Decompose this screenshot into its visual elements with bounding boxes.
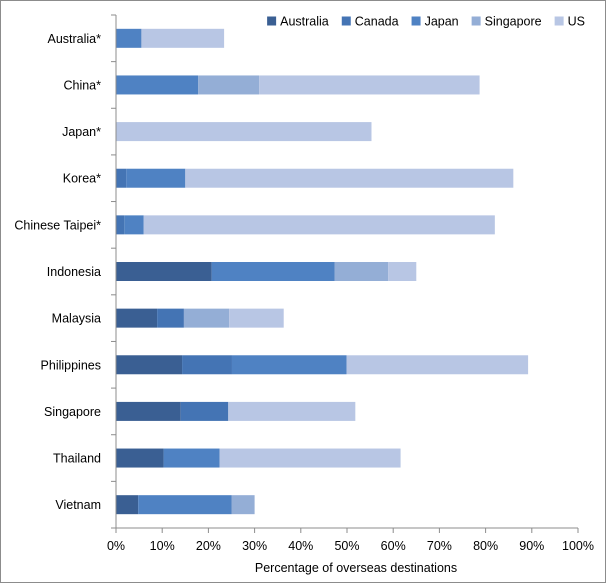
- bar-philippines-japan: [231, 355, 347, 375]
- y-tick-label-malaysia: Malaysia: [52, 312, 101, 326]
- bar-chinese-taipei-canada: [116, 215, 125, 235]
- legend-item-australia: Australia: [267, 15, 329, 29]
- legend-swatch: [341, 16, 351, 26]
- y-tick-label-singapore: Singapore: [44, 405, 101, 419]
- y-tick-label-philippines: Philippines: [41, 358, 101, 372]
- y-tick-label-japan: Japan*: [62, 125, 101, 139]
- x-tick-label: 0%: [107, 539, 125, 553]
- x-tick-label: 70%: [427, 539, 452, 553]
- bar-thailand-japan: [163, 448, 220, 468]
- bar-philippines-australia: [116, 355, 183, 375]
- y-tick-label-china: China*: [63, 78, 101, 92]
- x-tick-label: 50%: [334, 539, 359, 553]
- legend-swatch: [554, 16, 564, 26]
- bar-philippines-canada: [182, 355, 232, 375]
- x-tick-label: 80%: [473, 539, 498, 553]
- x-tick-label: 90%: [519, 539, 544, 553]
- bar-philippines-us: [346, 355, 529, 375]
- bar-china-singapore: [198, 75, 260, 95]
- legend-swatch: [267, 16, 277, 26]
- x-tick-label: 60%: [381, 539, 406, 553]
- x-tick-label: 30%: [242, 539, 267, 553]
- bars: [116, 28, 529, 515]
- bar-thailand-us: [219, 448, 401, 468]
- bar-australia-japan: [116, 28, 142, 48]
- x-tick-label: 40%: [288, 539, 313, 553]
- y-tick-label-korea: Korea*: [63, 172, 101, 186]
- y-tick-label-thailand: Thailand: [53, 452, 101, 466]
- bar-singapore-canada: [180, 401, 229, 421]
- bar-malaysia-singapore: [183, 308, 230, 328]
- y-tick-label-chinese-taipei: Chinese Taipei*: [14, 218, 101, 232]
- bar-malaysia-us: [229, 308, 284, 328]
- x-axis-label: Percentage of overseas destinations: [255, 561, 457, 575]
- legend-item-singapore: Singapore: [471, 15, 542, 29]
- legend-label: Australia: [280, 15, 329, 29]
- bar-thailand-australia: [116, 448, 164, 468]
- bar-chinese-taipei-japan: [124, 215, 144, 235]
- bar-japan-us: [116, 122, 372, 142]
- bar-vietnam-australia: [116, 495, 139, 515]
- bar-australia-us: [141, 28, 225, 48]
- legend-swatch: [471, 16, 481, 26]
- bar-vietnam-singapore: [231, 495, 255, 515]
- legend-item-us: US: [554, 15, 585, 29]
- y-tick-label-vietnam: Vietnam: [55, 498, 101, 512]
- x-tick-label: 100%: [562, 539, 594, 553]
- legend-label: Japan: [425, 15, 459, 29]
- legend-label: Singapore: [485, 15, 542, 29]
- bar-vietnam-japan: [138, 495, 232, 515]
- bar-indonesia-singapore: [334, 262, 389, 281]
- bar-korea-us: [185, 168, 514, 188]
- bar-indonesia-us: [388, 262, 417, 281]
- bar-korea-japan: [126, 168, 186, 188]
- x-tick-label: 10%: [150, 539, 175, 553]
- bar-malaysia-australia: [116, 308, 158, 328]
- bar-singapore-australia: [116, 401, 181, 421]
- legend: Australia Canada Japan Singapore US: [267, 15, 585, 29]
- bar-malaysia-canada: [157, 308, 184, 328]
- bar-singapore-us: [228, 401, 356, 421]
- bar-china-japan: [116, 75, 199, 95]
- y-tick-label-australia: Australia*: [48, 32, 102, 46]
- bar-indonesia-australia: [116, 262, 212, 281]
- bar-korea-canada: [116, 168, 127, 188]
- legend-swatch: [411, 16, 421, 26]
- legend-label: Canada: [355, 15, 399, 29]
- legend-item-japan: Japan: [411, 15, 459, 29]
- bar-indonesia-japan: [211, 262, 335, 281]
- x-tick-label: 20%: [196, 539, 221, 553]
- axes: Australia* China* Japan* Korea* Chinese Taip…: [14, 14, 594, 553]
- bar-china-us: [259, 75, 480, 95]
- legend-label: US: [568, 15, 585, 29]
- legend-item-canada: Canada: [341, 15, 399, 29]
- y-tick-label-indonesia: Indonesia: [47, 265, 101, 279]
- bar-chinese-taipei-us: [143, 215, 495, 235]
